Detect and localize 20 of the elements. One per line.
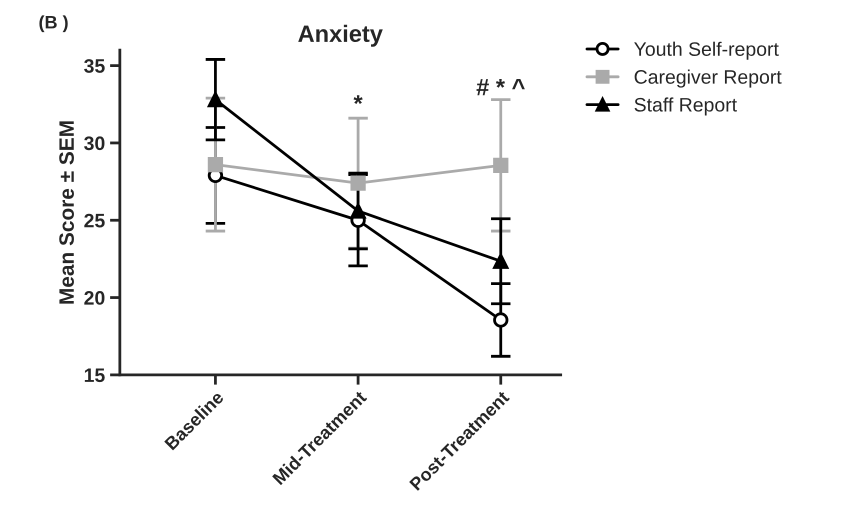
y-tick-label: 30 (84, 136, 104, 150)
y-tick-label: 25 (84, 214, 105, 228)
point (493, 254, 508, 269)
chart-title: Anxiety (298, 24, 383, 47)
text: (B ) (39, 15, 68, 32)
y-axis-title: Mean Score ± SEM (59, 121, 74, 304)
y-tick-label: 15 (84, 368, 105, 382)
point (350, 176, 366, 191)
annotation: * (354, 95, 363, 104)
legend-label: Staff Report (634, 97, 737, 116)
legend-label: Youth Self-report (634, 42, 779, 60)
point (493, 312, 508, 328)
point (208, 156, 224, 172)
point (208, 92, 224, 108)
point (350, 203, 366, 219)
point (493, 158, 508, 173)
y-tick-label: 20 (84, 291, 104, 305)
y-tick-label: 35 (84, 59, 105, 73)
annotation: # * ^ (476, 78, 525, 96)
legend-label: Caregiver Report (634, 70, 782, 88)
